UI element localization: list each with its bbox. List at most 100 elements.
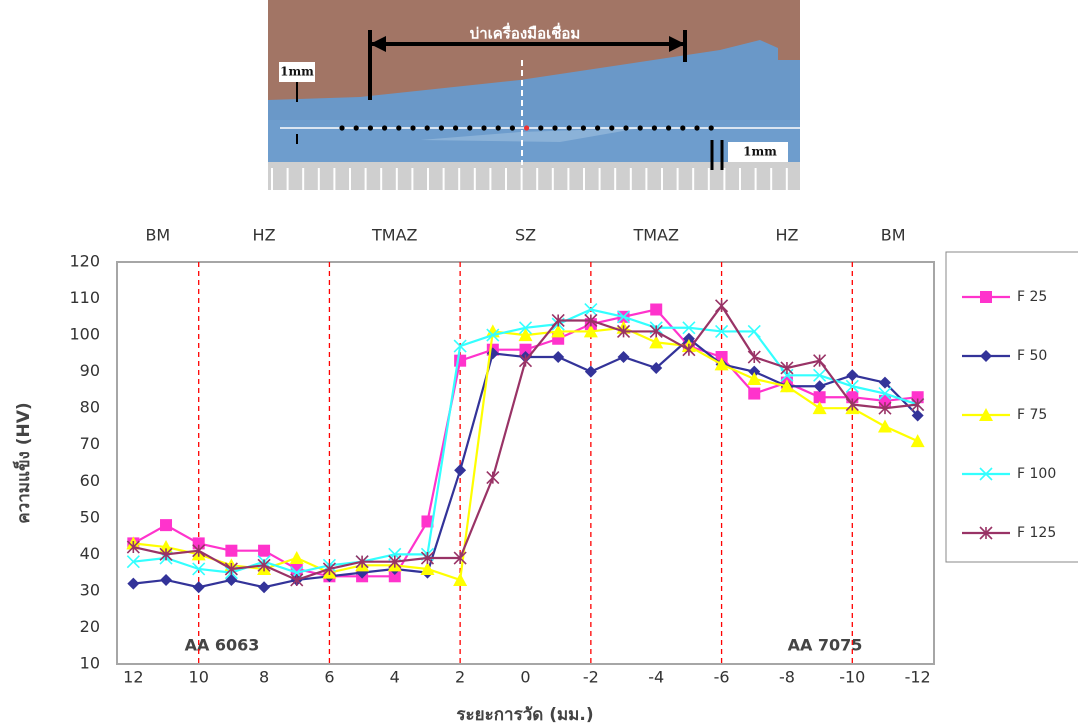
- marker: [225, 573, 238, 586]
- y-tick-label: 90: [80, 361, 100, 380]
- y-tick-label: 60: [80, 471, 100, 490]
- indent-dot: [680, 125, 686, 131]
- x-tick-label: 12: [123, 668, 143, 687]
- y-tick-label: 30: [80, 580, 100, 599]
- x-tick-label: -4: [648, 668, 664, 687]
- indent-dot: [509, 125, 515, 131]
- legend-label: F 75: [1017, 407, 1047, 423]
- indent-dot: [538, 125, 544, 131]
- marker: [682, 332, 695, 345]
- indent-dot: [666, 125, 672, 131]
- indent-dot: [524, 125, 530, 131]
- legend-marker: [980, 350, 992, 362]
- indent-dot: [566, 125, 572, 131]
- marker: [192, 544, 206, 558]
- indent-dot: [367, 125, 373, 131]
- marker: [845, 379, 859, 393]
- marker: [616, 324, 631, 339]
- specimen-photo: บ่าเครื่องมือเชื่อม 1mm 1mm: [268, 0, 800, 190]
- marker: [257, 558, 271, 572]
- marker: [650, 303, 663, 316]
- marker: [911, 397, 925, 412]
- marker: [224, 562, 238, 576]
- marker: [518, 354, 533, 368]
- zone-label: TMAZ: [632, 226, 679, 245]
- indent-dot: [339, 125, 345, 131]
- marker: [715, 299, 729, 313]
- marker: [355, 555, 369, 569]
- y-tick-label: 50: [80, 507, 100, 526]
- x-tick-label: -6: [714, 668, 730, 687]
- y-axis-label: ความแข็ง (HV): [11, 402, 34, 523]
- indent-dot: [694, 125, 700, 131]
- y-tick-label: 100: [69, 325, 100, 344]
- marker: [454, 354, 467, 367]
- indent-dot: [623, 125, 629, 131]
- marker: [192, 581, 205, 594]
- indent-dot: [481, 125, 487, 131]
- y-tick-label: 120: [69, 252, 100, 271]
- x-tick-label: 2: [455, 668, 465, 687]
- x-tick-label: 0: [520, 668, 530, 687]
- marker: [649, 335, 664, 349]
- marker: [748, 387, 761, 400]
- marker: [453, 572, 468, 586]
- marker: [812, 401, 827, 415]
- y-tick-label: 110: [69, 288, 100, 307]
- marker: [552, 351, 565, 364]
- annotation: AA 7075: [788, 636, 863, 655]
- y-tick-label: 40: [80, 544, 100, 563]
- zone-label: HZ: [775, 226, 798, 245]
- marker: [813, 368, 827, 382]
- marker: [846, 369, 859, 382]
- marker: [780, 361, 794, 375]
- marker: [877, 419, 892, 433]
- marker: [126, 540, 140, 554]
- marker: [845, 397, 859, 412]
- photo-label: 1mm: [743, 145, 777, 159]
- marker: [910, 434, 925, 448]
- indent-dot: [396, 125, 402, 131]
- indent-dot: [438, 125, 444, 131]
- indent-dot: [651, 125, 658, 131]
- marker: [225, 544, 238, 557]
- marker: [583, 324, 598, 338]
- marker: [911, 391, 924, 404]
- marker: [878, 386, 892, 401]
- legend-marker: [979, 408, 993, 421]
- indent-dot: [637, 125, 643, 131]
- indent-dot: [552, 125, 558, 131]
- marker: [617, 351, 630, 364]
- marker: [682, 321, 696, 335]
- marker: [584, 313, 598, 328]
- marker: [682, 343, 696, 357]
- photo-caption: บ่าเครื่องมือเชื่อม: [470, 23, 581, 43]
- marker: [192, 562, 206, 576]
- marker: [650, 361, 663, 374]
- legend-marker: [979, 467, 993, 481]
- legend-label: F 50: [1017, 348, 1047, 364]
- marker: [322, 562, 336, 576]
- marker: [486, 328, 500, 342]
- marker: [878, 394, 891, 407]
- marker: [747, 371, 762, 385]
- marker: [911, 409, 924, 422]
- zone-label: BM: [881, 226, 906, 245]
- indent-dot: [580, 125, 587, 131]
- marker: [878, 401, 892, 415]
- marker: [192, 537, 205, 550]
- marker: [160, 519, 173, 532]
- zone-label: HZ: [253, 226, 276, 245]
- marker: [420, 561, 435, 575]
- indent-dot: [382, 125, 388, 131]
- marker: [127, 577, 140, 590]
- marker: [289, 551, 304, 565]
- x-tick-label: -8: [779, 668, 795, 687]
- indent-dot: [467, 125, 473, 131]
- indent-dot: [708, 125, 714, 131]
- zone-label: TMAZ: [371, 226, 418, 245]
- x-tick-label: 4: [390, 668, 400, 687]
- marker: [878, 376, 891, 389]
- marker: [421, 515, 434, 528]
- indent-dot: [424, 125, 430, 131]
